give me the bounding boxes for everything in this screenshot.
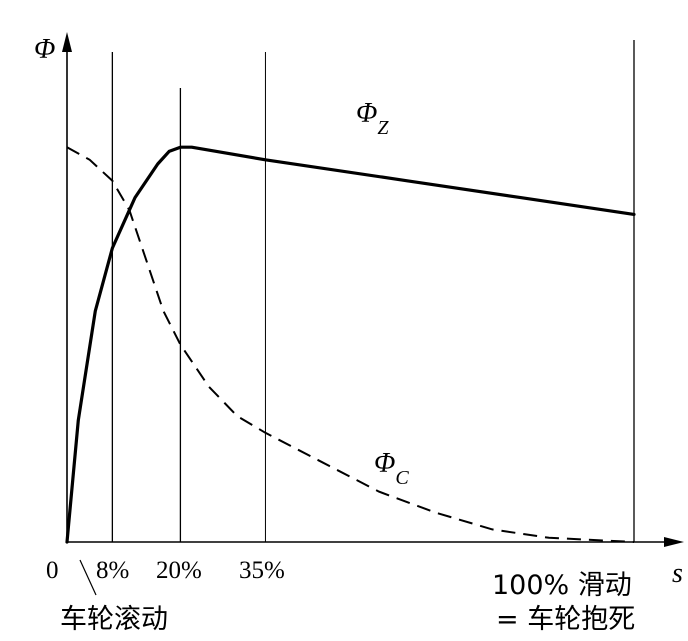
series-line-phi-c <box>66 146 635 543</box>
labels: Φ s 0 8% 20% 35% 车轮滚动 100% 滑动 = 车轮抱死 ΦZ … <box>34 34 683 635</box>
y-axis-arrow <box>62 32 72 52</box>
series-layer <box>65 145 636 544</box>
end-label: 100% 滑动 <box>492 570 632 601</box>
x-tick-label: 35% <box>239 557 285 584</box>
series-label-phi-z: ΦZ <box>356 98 389 139</box>
x-axis-arrow <box>664 537 684 547</box>
rolling-pointer <box>79 559 97 596</box>
x-axis-label: s <box>672 558 683 589</box>
y-axis-label: Φ <box>34 34 55 65</box>
series-label-sub: Z <box>377 117 389 139</box>
series-label-main: Φ <box>356 98 377 129</box>
rolling-label: 车轮滚动 <box>60 604 168 635</box>
series-label-main: Φ <box>374 448 395 479</box>
axes <box>62 32 684 547</box>
origin-label: 0 <box>46 557 59 584</box>
end-label-2: = 车轮抱死 <box>496 604 635 635</box>
x-tick-label: 20% <box>156 557 202 584</box>
series-line-phi-z <box>65 145 636 544</box>
series-label-phi-c: ΦC <box>374 448 409 489</box>
series-label-sub: C <box>395 467 409 489</box>
x-tick-label: 8% <box>96 557 129 584</box>
reference-lines <box>111 40 635 542</box>
